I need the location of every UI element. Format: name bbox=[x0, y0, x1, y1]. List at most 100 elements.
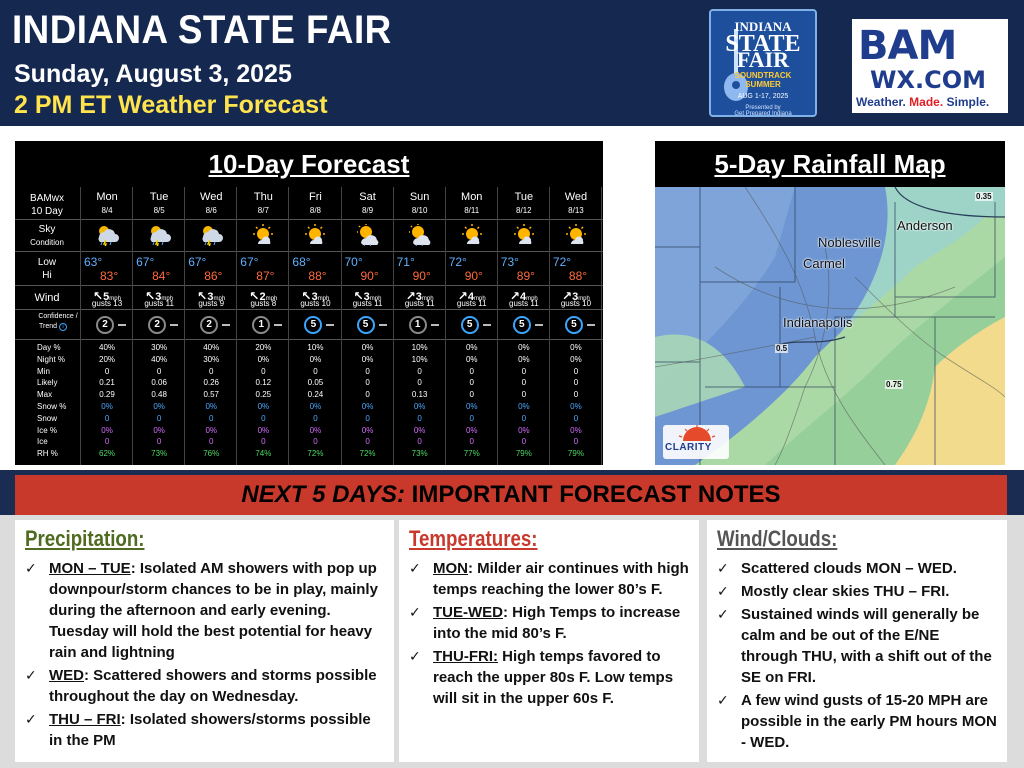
contour-label-05: 0.5 bbox=[775, 344, 789, 353]
confidence-badge: 5 bbox=[512, 316, 531, 334]
precip-stat-value: 0% bbox=[205, 425, 218, 435]
forecast-table: BAMwx 10 Day Sky Condition Low Hi Wind C… bbox=[15, 187, 603, 635]
confidence-badge: 2 bbox=[96, 316, 114, 334]
forecast-day-column: Mon 8/4 63° 83° ↖5mph gusts 13 2 40% 20% 0… bbox=[82, 187, 132, 465]
city-anderson: Anderson bbox=[897, 218, 953, 233]
low-temp: 73° bbox=[500, 255, 519, 269]
trend-flat-icon bbox=[118, 324, 126, 326]
rainfall-map: Anderson Noblesville Carmel Indianapolis… bbox=[655, 187, 1005, 465]
table-column-divider bbox=[184, 187, 186, 465]
checkmark-icon: ✓ bbox=[717, 606, 729, 622]
day-name: Mon bbox=[96, 191, 118, 203]
day-name: Mon bbox=[461, 191, 483, 203]
precip-stat-value: 0 bbox=[573, 413, 579, 423]
day-name: Sat bbox=[359, 191, 376, 203]
confidence-badge: 2 bbox=[148, 316, 167, 334]
city-indianapolis: Indianapolis bbox=[783, 315, 853, 330]
low-temp: 67° bbox=[240, 255, 259, 269]
notes-bullet: ✓ THU-FRI: High temps favored to reach th… bbox=[409, 648, 674, 707]
checkmark-icon: ✓ bbox=[409, 560, 421, 576]
low-temp: 63° bbox=[84, 255, 103, 269]
precip-stat-value: 0 bbox=[156, 366, 162, 376]
precip-stat-value: 0 bbox=[365, 366, 370, 376]
precip-stat-value: 73% bbox=[151, 449, 168, 459]
fair-logo-tagline: FAIR SOUNDTRACK SUMMER bbox=[734, 47, 792, 90]
contour-label-075: 0.75 bbox=[885, 380, 903, 389]
precip-stat-value: 76% bbox=[203, 449, 220, 459]
trend-flat-icon bbox=[378, 324, 387, 326]
precip-stat-value: 0 bbox=[417, 366, 422, 376]
checkmark-icon: ✓ bbox=[717, 692, 729, 708]
high-temp: 87° bbox=[256, 269, 275, 283]
forecast-date: Sunday, August 3, 2025 bbox=[14, 60, 292, 88]
wind-gusts: gusts 11 bbox=[456, 299, 487, 308]
precip-stat-value: 0 bbox=[417, 437, 422, 447]
precip-stat-value: 0 bbox=[521, 413, 527, 423]
day-date: 8/10 bbox=[411, 206, 428, 215]
sky-sun-icon bbox=[511, 224, 537, 251]
checkmark-icon: ✓ bbox=[409, 604, 421, 620]
day-date: 8/12 bbox=[516, 206, 532, 215]
checkmark-icon: ✓ bbox=[409, 648, 421, 664]
table-column-divider bbox=[392, 187, 394, 465]
day-name: Wed bbox=[564, 191, 588, 203]
precip-stat-value: 72% bbox=[359, 449, 376, 459]
precip-stat-value: 0% bbox=[205, 402, 218, 411]
wind-direction-icon: ↗ bbox=[405, 289, 416, 303]
table-column-divider bbox=[132, 187, 134, 465]
confidence-badge: 5 bbox=[564, 316, 583, 334]
trend-flat-icon bbox=[430, 324, 439, 326]
precip-stat-value: 0% bbox=[101, 402, 113, 411]
precip-stat-value: 0% bbox=[465, 354, 478, 364]
precip-stat-value: 0 bbox=[104, 437, 110, 447]
sky-storms-icon bbox=[94, 224, 120, 251]
low-temp: 72° bbox=[552, 255, 572, 269]
trend-flat-icon bbox=[170, 324, 179, 326]
info-icon[interactable]: i bbox=[58, 323, 67, 331]
precip-stat-value: 0 bbox=[521, 378, 527, 388]
forecast-day-column: Tue 8/12 73° 89° ↗4mph gusts 11 5 0% 0% 0 0… bbox=[499, 187, 549, 465]
confidence-badge: 2 bbox=[200, 316, 219, 334]
high-temp: 90° bbox=[412, 269, 431, 283]
bam-slogan: Weather. Made. Simple. bbox=[856, 95, 990, 109]
precip-stat-value: 0% bbox=[413, 402, 426, 411]
clarity-credit-text: CLARITY bbox=[665, 442, 712, 453]
precip-stat-value: 79% bbox=[567, 449, 584, 459]
precip-stat-value: 10% bbox=[411, 354, 428, 364]
corner-label-brand: BAMwx bbox=[30, 193, 64, 204]
trend-flat-icon bbox=[326, 324, 335, 326]
precip-stat-value: 0 bbox=[469, 390, 474, 400]
wind-speed: ↖2mph bbox=[249, 289, 278, 303]
precip-stat-value: 0% bbox=[518, 402, 530, 411]
precip-stat-value: 0% bbox=[465, 425, 478, 435]
city-carmel: Carmel bbox=[803, 256, 845, 271]
table-column-divider bbox=[236, 187, 238, 465]
forecast-day-column: Sat 8/9 70° 90° ↖3mph gusts 11 5 0% 0% 0 0 0… bbox=[343, 187, 393, 465]
notes-bullet: ✓ THU – FRI: Isolated showers/storms poss… bbox=[25, 711, 371, 749]
precip-stat-value: 0 bbox=[417, 378, 422, 388]
low-temp: 67° bbox=[188, 255, 207, 269]
guitar-icon bbox=[724, 29, 748, 101]
low-temp: 67° bbox=[136, 255, 155, 269]
precip-stat-value: 0 bbox=[469, 366, 474, 376]
wind-direction-icon: ↗ bbox=[562, 289, 573, 303]
day-name: Tue bbox=[149, 191, 169, 203]
low-temp: 72° bbox=[448, 255, 467, 269]
precip-stat-value: 74% bbox=[255, 449, 272, 459]
precip-stat-value: 0 bbox=[156, 413, 162, 423]
bam-wordmark: BAM bbox=[858, 23, 957, 69]
day-name: Fri bbox=[309, 191, 322, 203]
checkmark-icon: ✓ bbox=[717, 560, 729, 576]
precip-stat-value: 0 bbox=[521, 390, 527, 400]
precip-stat-value: 0% bbox=[518, 354, 530, 364]
precip-stat-value: 0.29 bbox=[99, 390, 115, 400]
wind-direction-icon: ↖ bbox=[249, 289, 260, 303]
low-label: Low bbox=[37, 257, 57, 268]
notes-bullet: ✓ MON: Milder air continues with high tem… bbox=[409, 560, 689, 598]
table-column-divider bbox=[496, 187, 498, 465]
precip-stat-value: 79% bbox=[515, 449, 532, 459]
day-date: 8/13 bbox=[568, 206, 584, 215]
table-column-divider bbox=[601, 187, 602, 465]
precip-stat-value: 0 bbox=[365, 390, 370, 400]
trend-label: Trend i bbox=[33, 323, 73, 331]
